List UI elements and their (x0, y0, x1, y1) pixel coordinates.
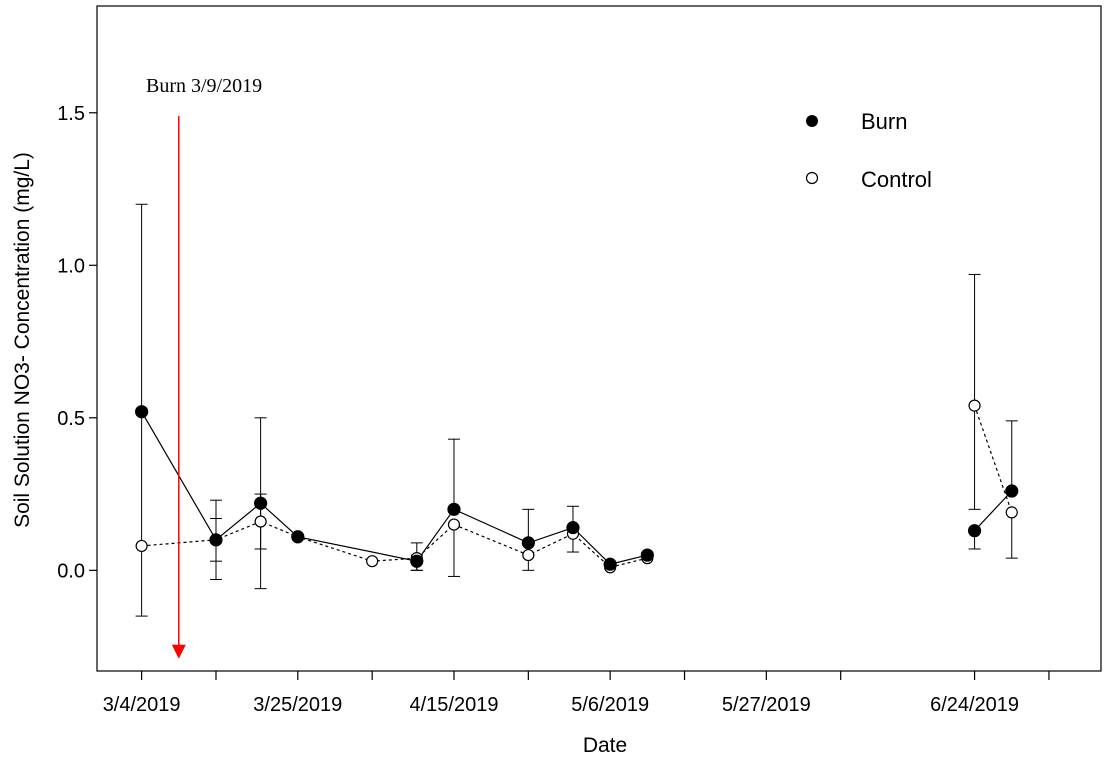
point-control (1005, 506, 1018, 519)
point-burn (1005, 484, 1019, 498)
series-line-control (141, 520, 648, 568)
y-tick-label: 0.0 (57, 560, 85, 582)
data-points (135, 399, 1019, 574)
y-tick-label: 1.0 (57, 255, 85, 277)
legend-control-marker (805, 171, 819, 185)
y-tick-label: 1.5 (57, 103, 85, 125)
point-control (968, 399, 981, 412)
plot-frame (96, 5, 1102, 672)
point-control (522, 548, 535, 562)
error-bars (135, 203, 1018, 617)
point-burn (967, 524, 982, 538)
point-burn (640, 548, 654, 562)
y-tick-label: 0.5 (57, 408, 85, 430)
point-burn (410, 554, 424, 568)
series-line-control (974, 405, 1013, 513)
point-burn (603, 557, 617, 571)
legend-control-label: Control (861, 167, 932, 192)
point-control (366, 555, 379, 568)
series-line-burn (974, 490, 1013, 532)
point-burn (135, 405, 149, 419)
point-control (447, 518, 461, 531)
legend-burn-label: Burn (861, 109, 907, 134)
burn-annotation-label: Burn 3/9/2019 (146, 75, 262, 97)
point-burn (291, 530, 305, 544)
x-tick-label: 3/4/2019 (103, 694, 181, 716)
x-tick-label: 5/27/2019 (722, 694, 811, 716)
point-burn (566, 521, 580, 535)
y-axis: 0.0 0.5 1.0 1.5 (57, 103, 97, 582)
burn-annotation-arrow-head (171, 644, 186, 659)
point-burn (521, 536, 535, 550)
series-line-burn (141, 411, 648, 565)
point-burn (447, 502, 461, 516)
series-lines (141, 405, 1013, 568)
legend-burn-marker (806, 115, 818, 127)
x-tick-label: 5/6/2019 (571, 694, 649, 716)
x-tick-label: 4/15/2019 (409, 694, 498, 716)
point-control (254, 515, 267, 528)
annotation-layer: Burn 3/9/2019 (146, 75, 262, 659)
point-burn (254, 496, 268, 510)
x-axis: 3/4/2019 3/25/2019 4/15/2019 5/6/2019 5/27/2… (103, 671, 1050, 716)
x-axis-title: Date (583, 734, 627, 757)
legend: Burn Control (805, 109, 932, 192)
x-tick-label: 6/24/2019 (930, 694, 1019, 716)
x-tick-label: 3/25/2019 (253, 694, 342, 716)
y-axis-title: Soil Solution NO3- Concentration (mg/L) (11, 152, 34, 528)
point-control (135, 539, 148, 553)
point-burn (209, 533, 223, 547)
